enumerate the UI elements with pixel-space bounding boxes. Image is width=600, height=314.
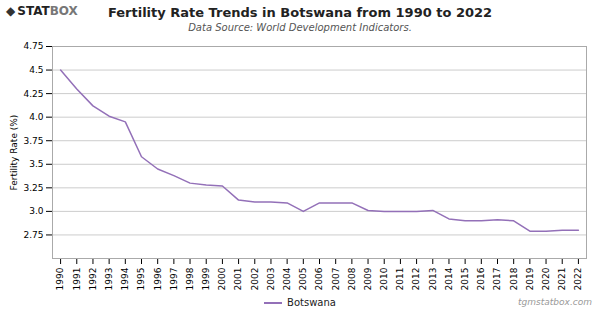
html-text:Data Source: World Development: Data Source: World Development Indicator…: [188, 22, 412, 33]
svg-text:1996: 1996: [153, 267, 163, 290]
svg-text:2.75: 2.75: [23, 230, 43, 240]
svg-text:2003: 2003: [266, 268, 276, 291]
svg-text:2008: 2008: [347, 267, 357, 290]
svg-text:1992: 1992: [88, 268, 98, 291]
svg-text:Fertility Rate (%): Fertility Rate (%): [9, 115, 19, 191]
svg-text:3.0: 3.0: [29, 206, 44, 216]
svg-text:1999: 1999: [201, 267, 211, 290]
svg-text:4.25: 4.25: [23, 88, 43, 98]
svg-text:3.5: 3.5: [29, 159, 43, 169]
html-text:◆ STAT BOX: ◆ STAT BOX: [6, 4, 78, 18]
svg-text:2021: 2021: [557, 268, 567, 291]
svg-text:1993: 1993: [104, 268, 114, 291]
svg-text:4.0: 4.0: [29, 112, 44, 122]
svg-text:1991: 1991: [72, 268, 82, 291]
svg-text:4.5: 4.5: [29, 65, 43, 75]
svg-text:2013: 2013: [428, 268, 438, 291]
svg-text:2002: 2002: [250, 268, 260, 291]
svg-text:2009: 2009: [363, 267, 373, 290]
svg-text:1997: 1997: [169, 268, 179, 291]
svg-text:2014: 2014: [444, 267, 454, 290]
svg-text:1998: 1998: [185, 267, 195, 290]
html-text:tgmstatbox.com: tgmstatbox.com: [518, 297, 592, 307]
svg-text:3.25: 3.25: [23, 183, 43, 193]
svg-text:1994: 1994: [120, 267, 130, 290]
svg-text:2020: 2020: [541, 267, 551, 290]
svg-text:1995: 1995: [136, 268, 146, 291]
svg-text:2018: 2018: [509, 267, 519, 290]
svg-text:2010: 2010: [379, 267, 389, 290]
svg-text:2000: 2000: [217, 267, 227, 290]
svg-text:2015: 2015: [460, 268, 470, 291]
html-text:Botswana: Botswana: [287, 297, 336, 308]
svg-text:2017: 2017: [492, 268, 502, 291]
svg-text:2016: 2016: [476, 267, 486, 290]
svg-text:2022: 2022: [573, 268, 583, 291]
svg-text:4.75: 4.75: [23, 41, 43, 51]
svg-text:3.75: 3.75: [23, 136, 43, 146]
svg-text:2012: 2012: [411, 268, 421, 291]
svg-text:2006: 2006: [314, 267, 324, 290]
svg-text:2004: 2004: [282, 267, 292, 290]
svg-text:2007: 2007: [331, 268, 341, 291]
svg-text:2019: 2019: [525, 267, 535, 290]
svg-text:1990: 1990: [55, 267, 65, 290]
svg-text:2005: 2005: [298, 268, 308, 291]
svg-text:2011: 2011: [395, 268, 405, 291]
svg-text:2001: 2001: [233, 268, 243, 291]
html-text:Fertility Rate Trends in Botsw: Fertility Rate Trends in Botswana from 1…: [107, 5, 493, 20]
